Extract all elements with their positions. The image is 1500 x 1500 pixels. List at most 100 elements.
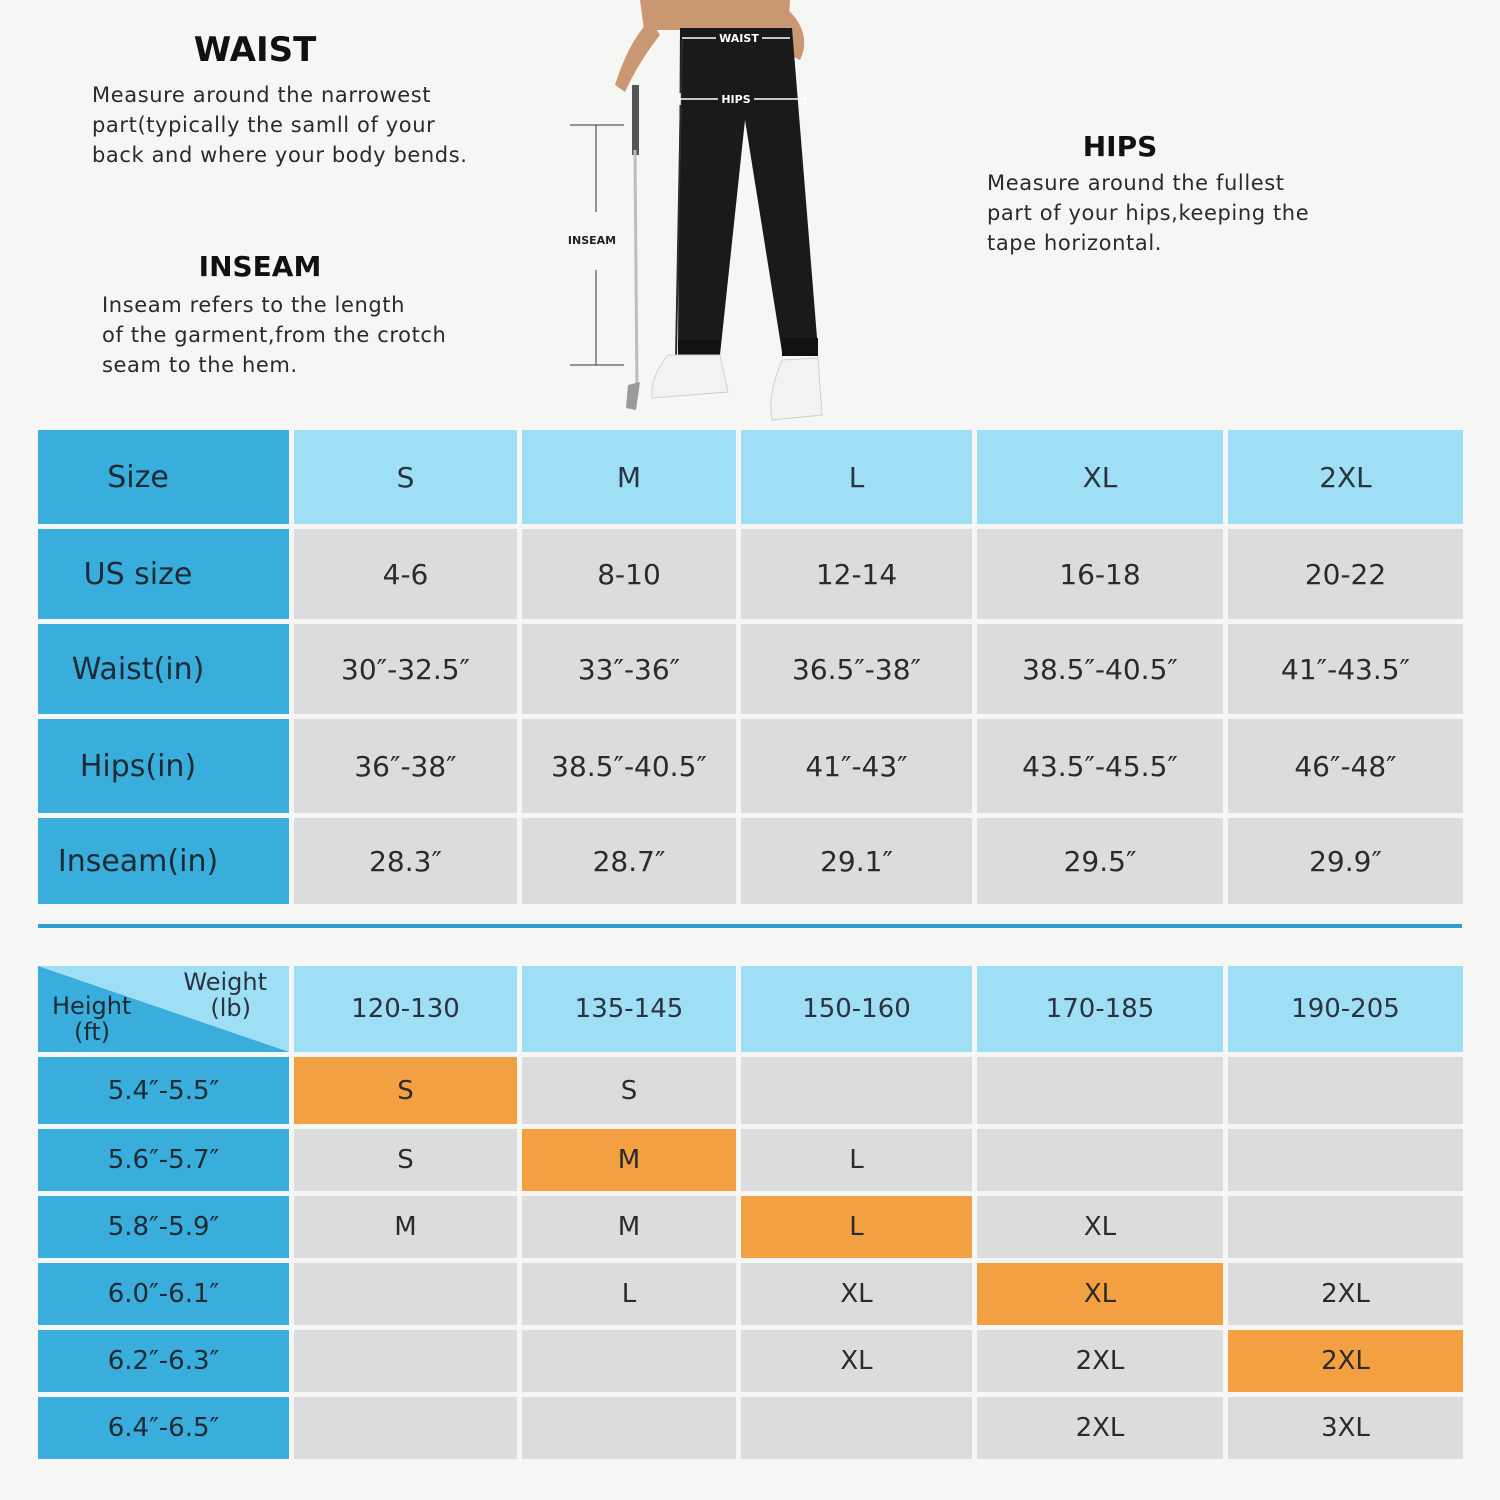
fit-size-cell — [1228, 1057, 1463, 1124]
height-row-header: 6.4″-6.5″ — [38, 1397, 289, 1459]
figure-hips-label: HIPS — [721, 93, 750, 106]
recommended-size-cell: L — [741, 1196, 972, 1258]
row-header-text: Hips(in) — [79, 748, 197, 784]
fit-size-cell — [741, 1397, 972, 1459]
inseam-desc-line: of the garment,from the crotch — [102, 323, 447, 347]
size-column-header: M — [522, 430, 736, 524]
height-row-header: 6.2″-6.3″ — [38, 1330, 289, 1392]
weight-unit-label: (lb) — [210, 994, 251, 1022]
height-row-header: 5.8″-5.9″ — [38, 1196, 289, 1258]
waist-desc-line: part(typically the samll of your — [92, 113, 436, 137]
inseam-desc-line: Inseam refers to the length — [102, 293, 406, 317]
size-cell: 36″-38″ — [294, 719, 517, 813]
size-cell: 43.5″-45.5″ — [977, 719, 1223, 813]
fit-size-cell: M — [294, 1196, 517, 1258]
size-cell: 33″-36″ — [522, 624, 736, 714]
waist-description: Measure around the narrowest part(typica… — [92, 80, 492, 170]
fit-size-cell — [294, 1397, 517, 1459]
size-cell: 30″-32.5″ — [294, 624, 517, 714]
size-cell: 46″-48″ — [1228, 719, 1463, 813]
fit-size-cell — [977, 1057, 1223, 1124]
size-chart-table: Size S M L XL 2XL US size 4-6 8-10 12-14… — [38, 430, 1463, 904]
fit-size-cell: 3XL — [1228, 1397, 1463, 1459]
figure-waist-label: WAIST — [719, 32, 759, 45]
size-cell: 41″-43.5″ — [1228, 624, 1463, 714]
weight-column-header: 135-145 — [522, 966, 736, 1052]
size-cell: 29.1″ — [741, 818, 972, 904]
recommended-size-cell: 2XL — [1228, 1330, 1463, 1392]
row-header-waist: Waist(in) — [38, 624, 289, 714]
size-cell: 36.5″-38″ — [741, 624, 972, 714]
inseam-heading: INSEAM — [198, 250, 322, 283]
size-cell: 38.5″-40.5″ — [522, 719, 736, 813]
row-header-text: Inseam(in) — [57, 843, 219, 879]
recommended-size-cell: S — [294, 1057, 517, 1124]
waist-desc-line: back and where your body bends. — [92, 143, 468, 167]
fit-size-cell — [977, 1129, 1223, 1191]
height-unit-label: (ft) — [74, 1018, 111, 1046]
hips-desc-line: Measure around the fullest — [987, 171, 1285, 195]
row-header-hips: Hips(in) — [38, 719, 289, 813]
size-column-header: XL — [977, 430, 1223, 524]
hips-description: Measure around the fullest part of your … — [987, 168, 1347, 258]
fit-size-cell — [294, 1263, 517, 1325]
size-cell: 29.5″ — [977, 818, 1223, 904]
row-header-us-size: US size — [38, 529, 289, 619]
fit-size-cell: L — [741, 1129, 972, 1191]
height-weight-fit-table: Weight (lb) Height (ft) 120-130 135-145 … — [38, 966, 1463, 1459]
size-column-header: S — [294, 430, 517, 524]
weight-column-header: 190-205 — [1228, 966, 1463, 1052]
size-cell: 20-22 — [1228, 529, 1463, 619]
fit-size-cell — [522, 1330, 736, 1392]
fit-size-cell — [741, 1057, 972, 1124]
row-header-inseam: Inseam(in) — [38, 818, 289, 904]
fit-size-cell: L — [522, 1263, 736, 1325]
size-column-header: L — [741, 430, 972, 524]
size-column-header: 2XL — [1228, 430, 1463, 524]
fit-size-cell: S — [522, 1057, 736, 1124]
corner-diagonal — [38, 966, 289, 1052]
hips-heading: HIPS — [1082, 130, 1158, 163]
figure-inseam-label: INSEAM — [568, 234, 616, 247]
inseam-description: Inseam refers to the length of the garme… — [102, 290, 462, 380]
waist-desc-line: Measure around the narrowest — [92, 83, 432, 107]
weight-column-header: 170-185 — [977, 966, 1223, 1052]
size-header-label: Size — [38, 430, 289, 524]
fit-size-cell — [1228, 1129, 1463, 1191]
section-divider — [38, 924, 1462, 928]
row-header-text: US size — [83, 556, 193, 592]
size-cell: 38.5″-40.5″ — [977, 624, 1223, 714]
fit-size-cell: S — [294, 1129, 517, 1191]
hips-desc-line: part of your hips,keeping the — [987, 201, 1310, 225]
height-row-header: 5.4″-5.5″ — [38, 1057, 289, 1124]
fit-size-cell: 2XL — [977, 1330, 1223, 1392]
size-cell: 28.3″ — [294, 818, 517, 904]
weight-label: Weight — [183, 968, 267, 996]
row-header-text: Waist(in) — [71, 651, 205, 687]
fit-size-cell: XL — [977, 1196, 1223, 1258]
size-header-text: Size — [107, 459, 169, 495]
fit-size-cell — [1228, 1196, 1463, 1258]
weight-column-header: 120-130 — [294, 966, 517, 1052]
size-cell: 41″-43″ — [741, 719, 972, 813]
size-cell: 4-6 — [294, 529, 517, 619]
fit-size-cell: M — [522, 1196, 736, 1258]
waist-heading: WAIST — [193, 30, 317, 70]
fit-size-cell: XL — [741, 1263, 972, 1325]
inseam-desc-line: seam to the hem. — [102, 353, 298, 377]
size-cell: 16-18 — [977, 529, 1223, 619]
fit-size-cell: 2XL — [1228, 1263, 1463, 1325]
size-cell: 8-10 — [522, 529, 736, 619]
recommended-size-cell: XL — [977, 1263, 1223, 1325]
fit-size-cell: XL — [741, 1330, 972, 1392]
weight-column-header: 150-160 — [741, 966, 972, 1052]
fit-size-cell — [294, 1330, 517, 1392]
hips-desc-line: tape horizontal. — [987, 231, 1163, 255]
size-cell: 29.9″ — [1228, 818, 1463, 904]
height-weight-corner-header: Weight (lb) Height (ft) — [38, 966, 289, 1052]
model-figure-illustration: WAIST HIPS INSEAM — [568, 0, 823, 421]
recommended-size-cell: M — [522, 1129, 736, 1191]
size-cell: 12-14 — [741, 529, 972, 619]
size-cell: 28.7″ — [522, 818, 736, 904]
fit-size-cell — [522, 1397, 736, 1459]
